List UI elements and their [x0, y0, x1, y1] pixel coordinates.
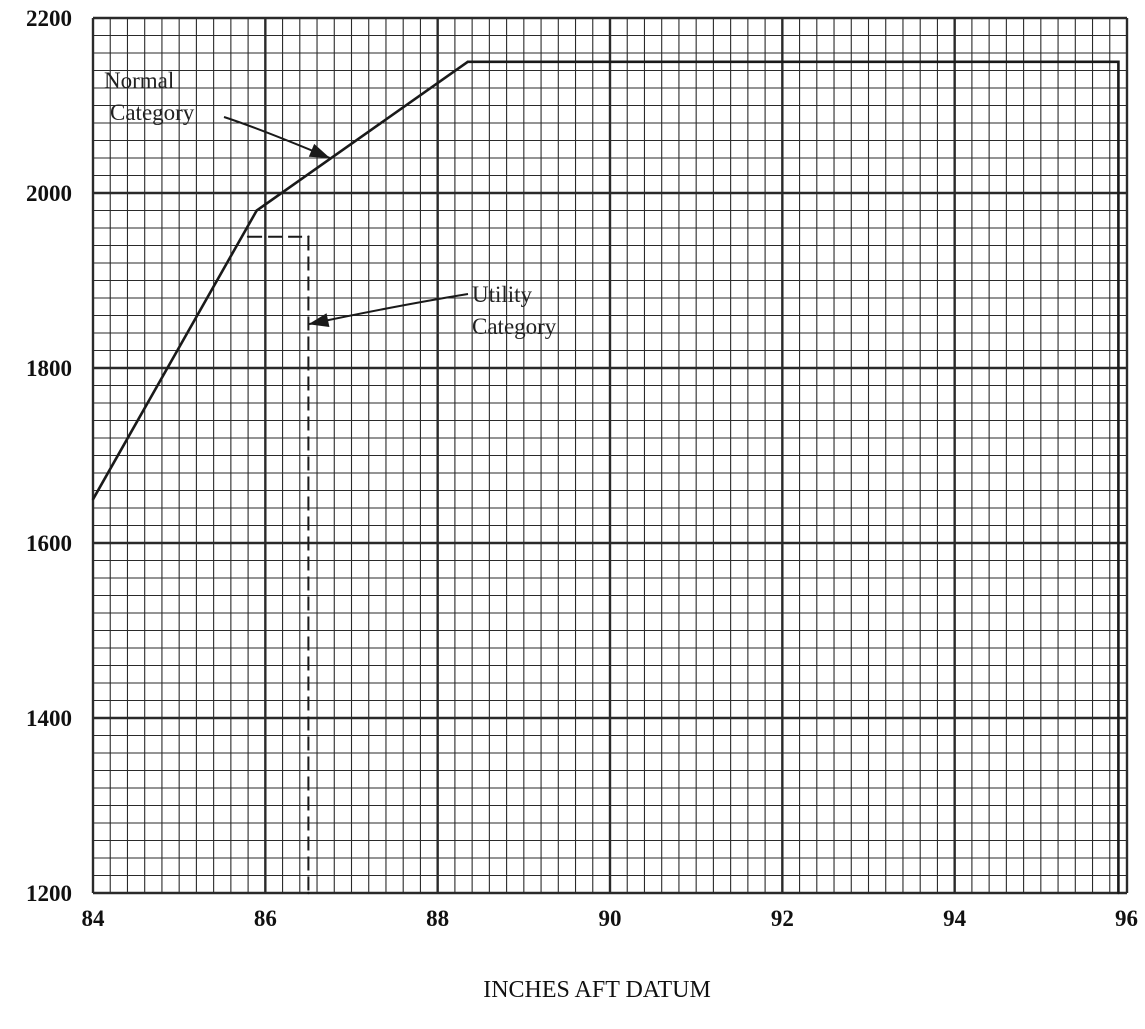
y-tick-label: 1800 [26, 356, 72, 381]
annotation-arrow [308, 293, 469, 326]
y-tick-label: 1600 [26, 531, 72, 556]
annotation-utility-category: Utility [472, 282, 533, 307]
x-axis-label: INCHES AFT DATUM [483, 977, 711, 1003]
series-point [91, 498, 95, 501]
x-tick-label: 84 [82, 906, 106, 931]
x-tick-label: 94 [943, 906, 967, 931]
annotation-normal-category: Normal [104, 68, 174, 93]
series-point [255, 209, 258, 212]
series-point [466, 60, 470, 63]
series-point [307, 235, 310, 238]
x-tick-label: 96 [1115, 906, 1138, 931]
y-tick-label: 2000 [26, 181, 72, 206]
series-point [1117, 60, 1120, 63]
chart-ticks: 1200 1400 1600 1800 2000 2200 84 86 88 90 92 94 96 [26, 6, 1138, 931]
annotation-utility-category: Category [472, 314, 557, 339]
series-point [307, 891, 310, 895]
annotation-normal-category: Category [110, 100, 195, 125]
annotation-arrow-head [308, 313, 330, 327]
x-tick-label: 88 [426, 906, 449, 931]
annotation-arrow-head [308, 143, 330, 158]
series-point [1117, 891, 1120, 895]
y-tick-label: 2200 [26, 6, 72, 31]
series-point [246, 235, 250, 238]
x-tick-label: 90 [599, 906, 622, 931]
y-tick-label: 1200 [26, 881, 72, 906]
chart-grid [91, 16, 1129, 895]
x-tick-label: 86 [254, 906, 277, 931]
y-tick-label: 1400 [26, 706, 72, 731]
series-normal-category [91, 60, 1120, 893]
x-tick-label: 92 [771, 906, 794, 931]
chart-annotations: Normal Category Utility Category [104, 68, 557, 339]
chart-series [91, 60, 1120, 895]
